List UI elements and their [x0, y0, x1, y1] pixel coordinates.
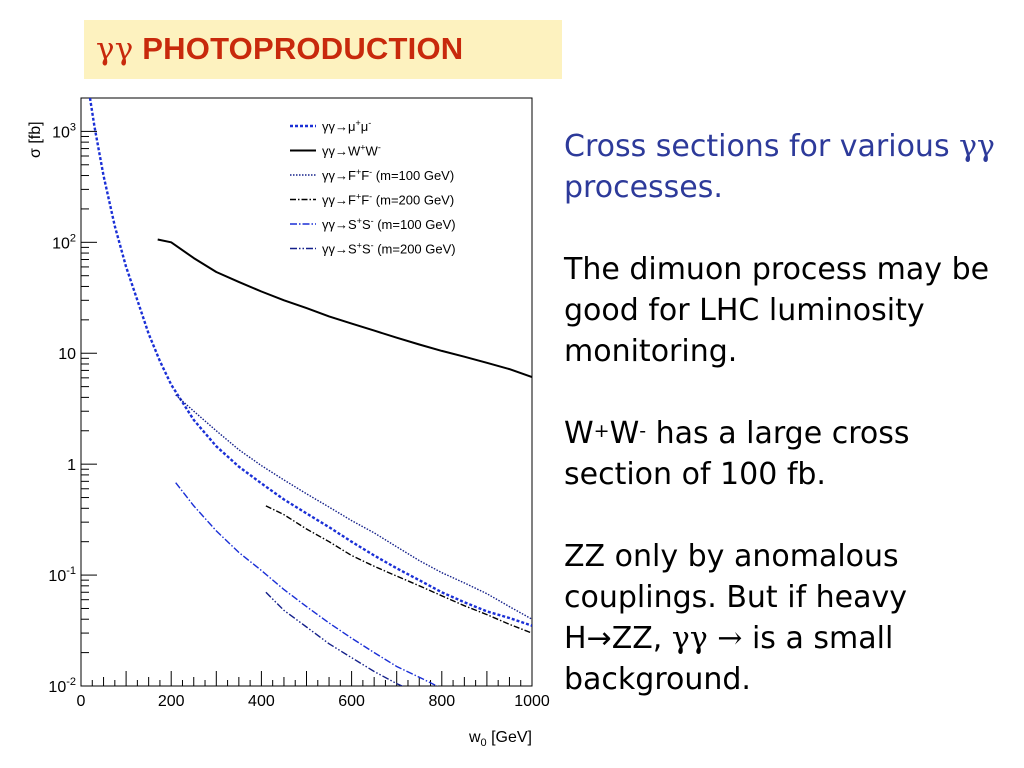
legend-label-6: γγ→S+S- (m=200 GeV)	[322, 241, 456, 257]
legend-label-3: γγ→F+F- (m=100 GeV)	[322, 167, 454, 183]
x-tick-label: 600	[338, 693, 365, 710]
series-line-1	[88, 98, 532, 627]
x-tick-label: 200	[158, 693, 185, 710]
series-line-4	[265, 505, 532, 634]
y-axis-label: σ [fb]	[27, 121, 44, 158]
y-tick-label: 103	[52, 121, 76, 141]
plot-frame	[80, 97, 533, 687]
legend: γγ→μ+μ-γγ→W+W-γγ→F+F- (m=100 GeV) γγ→F+F-…	[290, 118, 456, 257]
title-symbol: γγ	[96, 31, 134, 67]
x-tick-label: 0	[77, 693, 86, 710]
x-axis-label: w0 [GeV]	[468, 729, 532, 749]
series-line-3	[175, 394, 532, 620]
x-tick-label: 400	[248, 693, 275, 710]
title-word: PHOTOPRODUCTION	[142, 31, 464, 66]
y-tick-label: 10	[58, 346, 76, 363]
series-line-2	[157, 238, 532, 378]
paragraph-2: The dimuon process may be good for LHC l…	[564, 252, 990, 369]
y-tick-label: 102	[52, 232, 76, 252]
slide-text: Cross sections for various γγ processes.…	[564, 126, 1004, 741]
paragraph-3: W+W- has a large cross section of 100 fb…	[564, 416, 910, 492]
legend-label-4: γγ→F+F- (m=200 GeV)	[322, 192, 454, 208]
series-line-6	[265, 591, 404, 686]
y-tick-label: 10-1	[48, 565, 76, 585]
slide-title: γγ PHOTOPRODUCTION	[96, 31, 463, 67]
series-group	[88, 98, 532, 686]
y-tick-label: 1	[67, 457, 76, 474]
legend-label-2: γγ→W+W-	[322, 143, 381, 159]
legend-label-1: γγ→μ+μ-	[322, 118, 371, 134]
paragraph-1: Cross sections for various γγ processes.	[564, 129, 995, 205]
x-tick-label: 1000	[514, 693, 550, 710]
title-banner: γγ PHOTOPRODUCTION	[84, 20, 562, 79]
y-tick-label: 10-2	[48, 676, 76, 696]
x-tick-label: 800	[428, 693, 455, 710]
paragraph-4: ZZ only by anomalous couplings. But if h…	[564, 539, 908, 697]
series-line-5	[175, 482, 439, 686]
legend-label-5: γγ→S+S- (m=100 GeV)	[322, 216, 456, 232]
